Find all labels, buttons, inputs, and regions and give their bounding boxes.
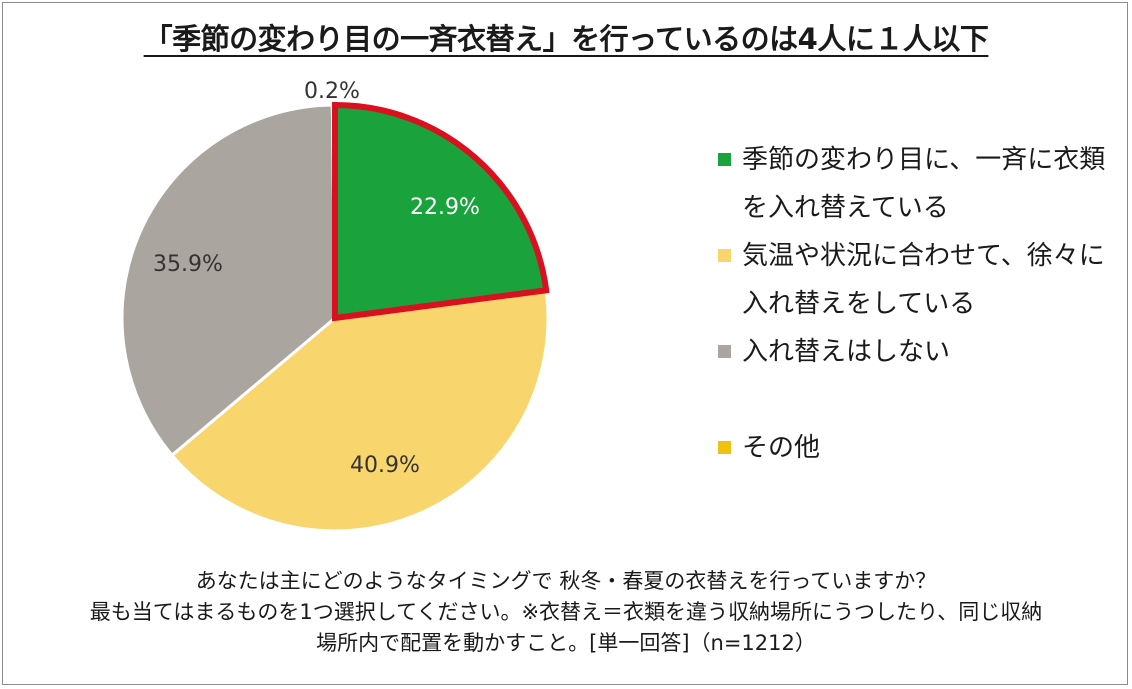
pie-slice-2 bbox=[169, 288, 550, 533]
legend-label-line: 入れ替えはしない bbox=[742, 337, 951, 367]
legend-label-line: その他 bbox=[742, 433, 821, 463]
legend-swatch bbox=[718, 345, 731, 358]
question-footnote: あなたは主にどのようなタイミングで 秋冬・春夏の衣替えを行っていますか？ 最も当… bbox=[0, 566, 1132, 659]
chart-title: 「季節の変わり目の一斉衣替え」を行っているのは4人に１人以下 bbox=[143, 22, 989, 56]
legend-swatch bbox=[718, 441, 731, 454]
footnote-line-3: 場所内で配置を動かすこと。[単一回答]（n=1212） bbox=[316, 631, 816, 655]
legend-swatch bbox=[718, 249, 731, 262]
highlight-outline bbox=[332, 101, 550, 322]
legend-item-3: 入れ替えはしない bbox=[718, 328, 1118, 376]
footnote-line-1: あなたは主にどのようなタイミングで 秋冬・春夏の衣替えを行っていますか？ bbox=[195, 569, 937, 593]
data-label-1: 22.9% bbox=[410, 195, 480, 220]
legend-item-4: その他 bbox=[718, 424, 1118, 472]
footnote-line-2: 最も当てはまるものを1つ選択してください。※衣替え＝衣類を違う収納場所にうつした… bbox=[89, 600, 1043, 624]
data-label-4: 0.2% bbox=[304, 79, 360, 104]
legend-label-line: 入れ替えをしている bbox=[742, 289, 976, 319]
legend: 季節の変わり目に、一斉に衣類 を入れ替えている 気温や状況に合わせて、徐々に 入れ替え… bbox=[718, 136, 1118, 472]
legend-item-1: 季節の変わり目に、一斉に衣類 を入れ替えている bbox=[718, 136, 1118, 232]
pie-slice-3 bbox=[120, 103, 337, 458]
legend-item-2: 気温や状況に合わせて、徐々に 入れ替えをしている bbox=[718, 232, 1118, 328]
data-label-3: 35.9% bbox=[153, 252, 223, 277]
legend-label-line: 気温や状況に合わせて、徐々に bbox=[742, 241, 1105, 271]
legend-swatch bbox=[718, 153, 731, 166]
legend-label-line: 季節の変わり目に、一斉に衣類 bbox=[742, 145, 1106, 175]
legend-label-line: を入れ替えている bbox=[742, 193, 949, 223]
data-label-2: 40.9% bbox=[350, 453, 420, 478]
